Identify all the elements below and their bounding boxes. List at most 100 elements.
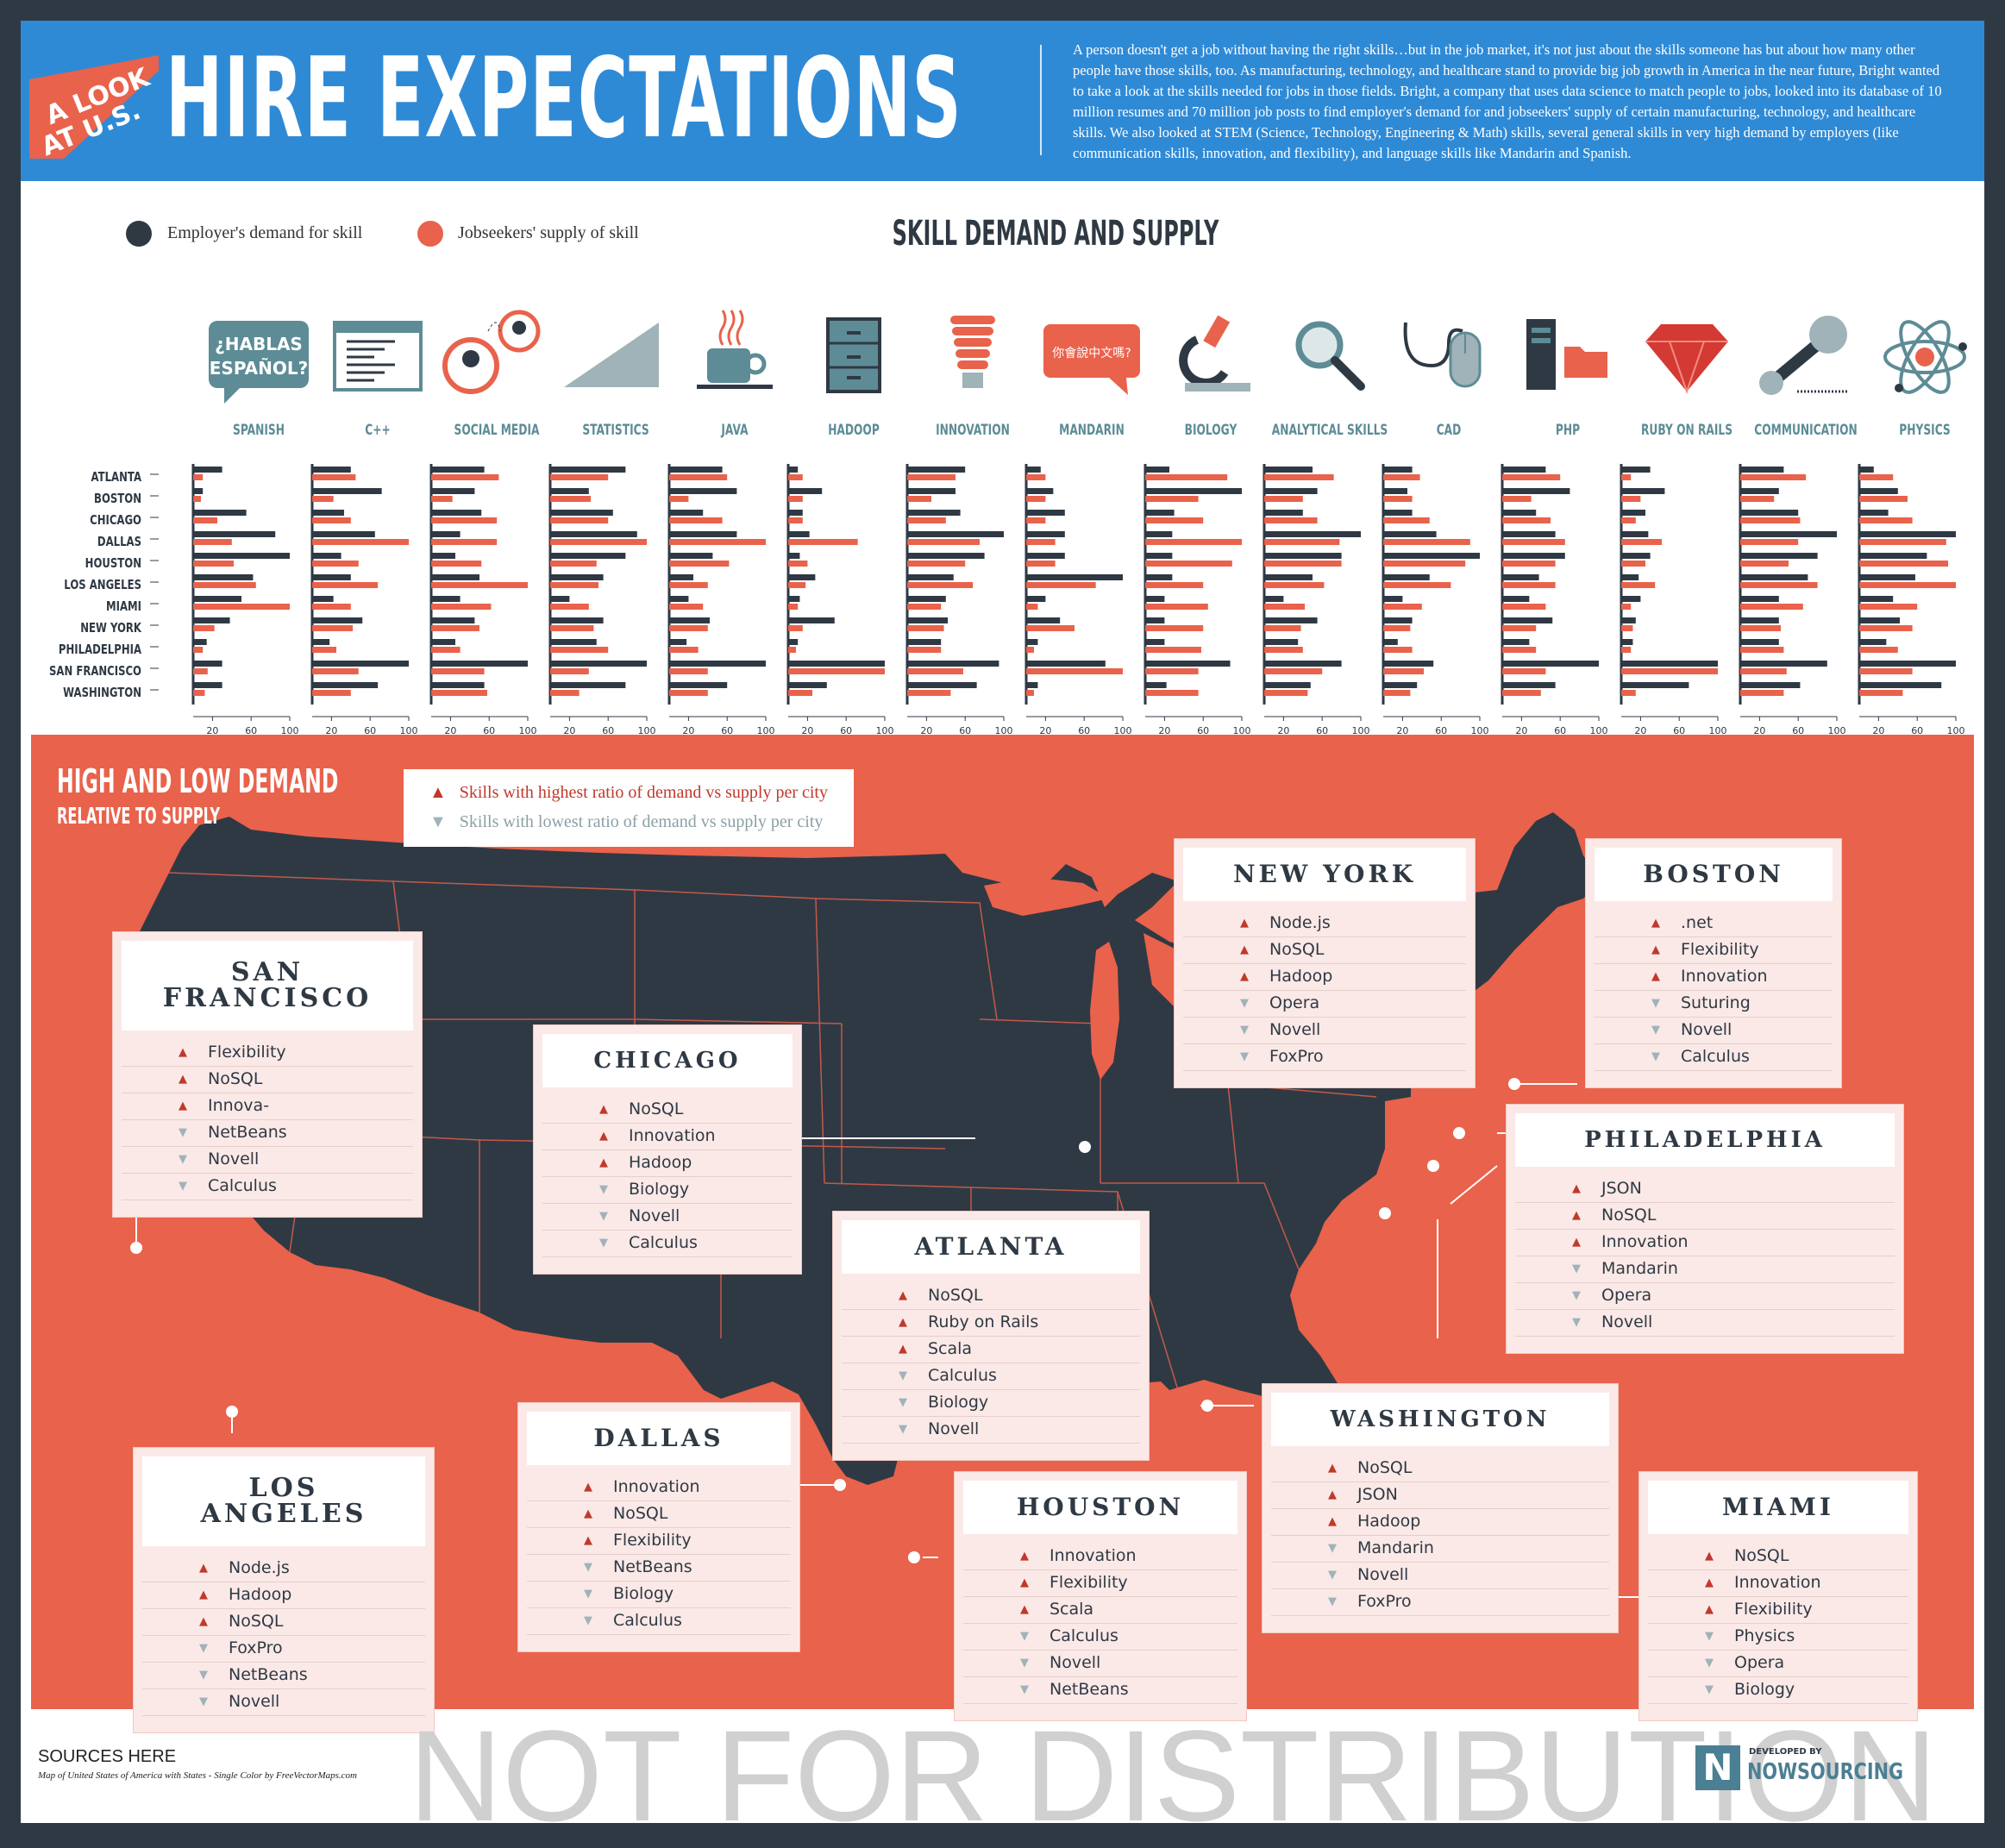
mandarin-speech-icon: 你會說中文嗎? [1043, 324, 1140, 395]
skill-label: FoxPro [1269, 1047, 1324, 1066]
skill-label: NoSQL [1357, 1458, 1413, 1477]
demand-bar [1502, 639, 1530, 645]
up-triangle-icon: ▲ [1705, 1603, 1714, 1616]
skill-panel-social-media: SOCIAL MEDIA 20 60 100 [429, 310, 541, 736]
supply-bar [907, 561, 966, 567]
base [1185, 383, 1250, 392]
x-tick-label: 20 [1396, 725, 1408, 736]
city-card-philadelphia: PHILADELPHIA ▲ JSON ▲ NoSQL ▲ Innovation ▼ Manda… [1506, 1104, 1904, 1354]
skill-label: INNOVATION [936, 422, 1010, 439]
demand-bar [1145, 553, 1173, 559]
city-card-new-york: NEW YORK ▲ Node.js ▲ NoSQL ▲ Hadoop ▼ Opera ▼ Nove… [1174, 838, 1476, 1088]
supply-bar [312, 496, 334, 502]
supply-bar [1621, 517, 1636, 523]
marker-boston [1508, 1078, 1520, 1090]
supply-bar [669, 625, 708, 631]
city-label: BOSTON [94, 492, 141, 507]
facet [1669, 341, 1705, 395]
supply-bar [1383, 582, 1451, 588]
demand-bar [669, 553, 713, 559]
skill-label: Calculus [629, 1233, 698, 1252]
up-triangle-icon: ▲ [599, 1156, 608, 1169]
up-triangle-icon: ▲ [584, 1481, 592, 1494]
supply-bar [312, 561, 359, 567]
supply-bar [1859, 517, 1913, 523]
city-label: LOS ANGELES [64, 579, 141, 593]
legend-low-label: Skills with lowest ratio of demand vs su… [459, 812, 824, 831]
skill-panel-c-: C++ 20 60 100 [310, 321, 423, 736]
icon-text: ESPAÑOL? [210, 358, 308, 379]
skill-row: ▲ NoSQL [1183, 937, 1466, 964]
up-triangle-icon: ▲ [1572, 1236, 1581, 1249]
demand-bar [193, 467, 222, 473]
skill-row: ▲ Flexibility [1648, 1596, 1908, 1624]
supply-bar [1859, 582, 1956, 588]
supply-bar [431, 690, 487, 696]
coil [956, 349, 990, 358]
supply-bar [431, 561, 482, 567]
demand-bar [1859, 488, 1898, 494]
down-triangle-icon: ▼ [1240, 1024, 1249, 1037]
down-triangle-icon: ▼ [599, 1237, 608, 1250]
supply-bar [431, 539, 498, 545]
intro-paragraph: A person doesn't get a job without havin… [1073, 41, 1942, 161]
demand-bar [312, 682, 379, 688]
skill-label: Node.js [229, 1558, 290, 1577]
mouse-icon [1403, 322, 1482, 388]
supply-bar [1145, 668, 1199, 674]
demand-bar [1264, 488, 1318, 494]
x-tick-label: 100 [1233, 725, 1251, 736]
skill-label: .net [1681, 913, 1714, 932]
demand-bar [1502, 617, 1553, 623]
supply-bar [1740, 690, 1784, 696]
skill-row: ▲ NoSQL [1515, 1202, 1895, 1230]
skill-row: ▼ NetBeans [527, 1554, 791, 1582]
skill-row: ▼ Novell [842, 1416, 1140, 1444]
skill-label: Novell [1681, 1020, 1732, 1039]
electron [1895, 384, 1903, 392]
skill-label: NoSQL [208, 1069, 263, 1088]
supply-bar [1026, 517, 1046, 523]
demand-bar [1740, 467, 1784, 473]
city-name-line: CHICAGO [593, 1048, 742, 1074]
down-triangle-icon: ▼ [1328, 1595, 1337, 1608]
down-triangle-icon: ▼ [1651, 997, 1660, 1010]
down-triangle-icon: ▼ [1328, 1569, 1337, 1582]
skill-label: RUBY ON RAILS [1641, 422, 1732, 439]
demand-bar [1621, 467, 1651, 473]
demand-bar [550, 553, 626, 559]
skill-label: Calculus [1049, 1626, 1118, 1645]
skill-label: Novell [928, 1419, 980, 1438]
demand-bar [907, 617, 949, 623]
x-tick-label: 60 [1197, 725, 1209, 736]
supply-bar [1859, 690, 1903, 696]
up-triangle-icon: ▲ [1651, 943, 1660, 956]
demand-bar [1145, 596, 1165, 602]
supply-bar [1026, 539, 1056, 545]
microscope-icon [1179, 315, 1250, 392]
supply-bar [669, 561, 730, 567]
city-name-line: ATLANTA [914, 1232, 1068, 1261]
up-triangle-icon: ▲ [584, 1507, 592, 1520]
saucer [697, 385, 773, 389]
demand-bar [907, 531, 1004, 537]
demand-bar [1145, 488, 1242, 494]
skill-row: ▲ Node.js [1183, 910, 1466, 937]
demand-bar [1145, 531, 1173, 537]
x-tick-label: 100 [757, 725, 775, 736]
demand-bar [1145, 639, 1165, 645]
down-triangle-icon: ▼ [899, 1396, 907, 1409]
developer-credit: N DEVELOPED BY NOWSOURCING [1695, 1742, 1903, 1802]
supply-bar [193, 539, 232, 545]
down-triangle-icon: ▼ [1705, 1657, 1714, 1669]
demand-bar [1026, 488, 1054, 494]
demand-bar [312, 617, 363, 623]
demand-bar [1740, 488, 1779, 494]
demand-bar [193, 596, 241, 602]
supply-bar [1026, 647, 1034, 653]
skill-panel-spanish: ¿HABLAS ESPAÑOL? SPANISH 20 60 100 [191, 321, 309, 736]
skill-label: Flexibility [1049, 1573, 1128, 1592]
supply-bar [193, 517, 217, 523]
lake-superior [984, 877, 1109, 916]
skill-label: Novell [1049, 1653, 1101, 1672]
